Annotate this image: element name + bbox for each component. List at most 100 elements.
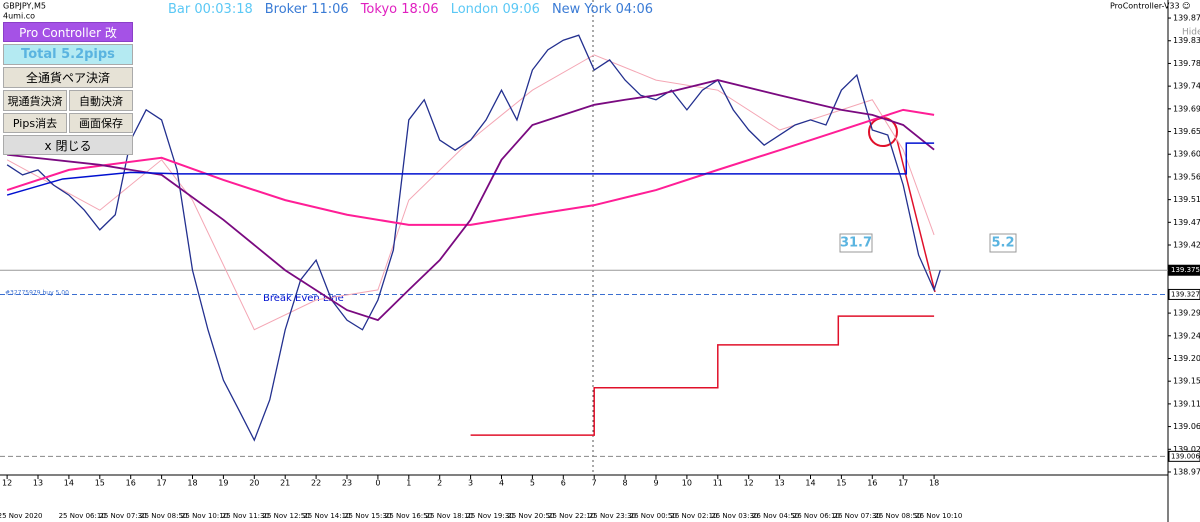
x-tick-label: 18 [187, 479, 197, 488]
y-tick-label: 139.740 [1173, 82, 1200, 91]
y-tick-label: 139.875 [1173, 14, 1200, 23]
y-tick-label: 139.785 [1173, 59, 1200, 68]
x-tick-label: 16 [867, 479, 877, 488]
clock: Broker 11:06 [264, 2, 349, 17]
series-line [470, 315, 935, 436]
level-label: 139.375 [1171, 266, 1200, 274]
close-button[interactable]: x 閉じる [3, 135, 133, 155]
y-tick-label: 139.200 [1173, 354, 1200, 363]
level-tag [1168, 288, 1200, 300]
breakeven-label: Break Even Line [263, 293, 344, 304]
all-close-button[interactable]: 全通貨ペア決済 [3, 67, 133, 88]
x-tick-label: 7 [592, 479, 597, 488]
x-tick-label: 13 [33, 479, 43, 488]
x-tick-label: 5 [530, 479, 535, 488]
x-tick-label: 4 [499, 479, 504, 488]
clock: Bar 00:03:18 [168, 2, 253, 17]
y-tick-label: 139.650 [1173, 127, 1200, 136]
y-tick-label: 139.110 [1173, 399, 1200, 408]
y-tick-label: 139.470 [1173, 218, 1200, 227]
x-tick-label: 23 [342, 479, 352, 488]
date-tick-label: 26 Nov 06:10 [793, 512, 840, 520]
y-tick-label: 139.245 [1173, 331, 1200, 340]
x-tick-label: 12 [744, 479, 754, 488]
pips-label: 31.7 [840, 236, 872, 251]
y-tick-label: 139.020 [1173, 445, 1200, 454]
x-tick-label: 18 [929, 479, 939, 488]
date-tick-label: 25 Nov 22:10 [548, 512, 595, 520]
x-tick-label: 14 [64, 479, 74, 488]
level-label: 139.327 [1171, 290, 1200, 298]
y-tick-label: 139.515 [1173, 195, 1200, 204]
pips-label: 5.2 [991, 236, 1014, 251]
x-tick-label: 3 [468, 479, 473, 488]
date-tick-label: 26 Nov 10:10 [915, 512, 962, 520]
pips-box [989, 233, 1017, 253]
date-tick-label: 26 Nov 08:50 [874, 512, 921, 520]
y-tick-label: 139.290 [1173, 309, 1200, 318]
date-tick-label: 25 Nov 06:10 [59, 512, 106, 520]
level-label: 139.006 [1171, 452, 1200, 460]
series-line [6, 108, 935, 226]
x-tick-label: 17 [898, 479, 908, 488]
auto-close-button[interactable]: 自動決済 [69, 90, 133, 111]
y-tick-label: 139.605 [1173, 150, 1200, 159]
y-tick-label: 139.155 [1173, 377, 1200, 386]
date-tick-label: 25 Nov 08:50 [140, 512, 187, 520]
clear-pips-button[interactable]: Pips消去 [3, 113, 67, 133]
x-tick-label: 10 [682, 479, 692, 488]
pips-box [839, 233, 873, 253]
hide-button[interactable]: Hide [1182, 28, 1200, 38]
indicator-name: ProController-V33 ☺ [1110, 2, 1190, 11]
source: 4umi.co [3, 12, 35, 21]
trade-line [896, 139, 936, 293]
clock: New York 04:06 [551, 2, 654, 17]
date-tick-label: 25 Nov 19:30 [466, 512, 513, 520]
series-line [6, 34, 941, 442]
clock: London 09:06 [450, 2, 540, 17]
pro-controller-button[interactable]: Pro Controller 改 [3, 22, 133, 42]
date-tick-label: 26 Nov 03:30 [711, 512, 758, 520]
order-label: #32775979 buy 5.00 [5, 290, 69, 297]
x-tick-label: 14 [805, 479, 815, 488]
level-tag [1168, 450, 1200, 462]
x-tick-label: 15 [95, 479, 105, 488]
level-tag [1168, 264, 1200, 276]
x-tick-label: 16 [126, 479, 136, 488]
x-tick-label: 1 [406, 479, 411, 488]
x-tick-label: 22 [311, 479, 321, 488]
pair-close-button[interactable]: 現通貨決済 [3, 90, 67, 111]
date-tick-label: 26 Nov 07:30 [834, 512, 881, 520]
y-tick-label: 139.695 [1173, 104, 1200, 113]
y-tick-label: 139.065 [1173, 422, 1200, 431]
x-tick-label: 17 [157, 479, 167, 488]
date-tick-label: 26 Nov 00:50 [630, 512, 677, 520]
date-tick-label: 25 Nov 16:50 [385, 512, 432, 520]
x-tick-label: 15 [836, 479, 846, 488]
date-tick-label: 25 Nov 15:30 [344, 512, 391, 520]
total-pips: Total 5.2pips [3, 44, 133, 65]
clock: Tokyo 18:06 [360, 2, 439, 17]
x-tick-label: 0 [375, 479, 380, 488]
date-tick-label: 26 Nov 04:50 [752, 512, 799, 520]
date-tick-label: 25 Nov 12:50 [263, 512, 310, 520]
x-tick-label: 8 [623, 479, 628, 488]
series-line [7, 79, 935, 322]
save-screen-button[interactable]: 画面保存 [69, 113, 133, 133]
x-tick-label: 9 [653, 479, 658, 488]
date-tick-label: 25 Nov 14:10 [303, 512, 350, 520]
date-tick-label: 25 Nov 10:10 [181, 512, 228, 520]
clock-bar: Bar 00:03:18 Broker 11:06 Tokyo 18:06 Londo… [168, 2, 653, 17]
x-tick-label: 13 [774, 479, 784, 488]
date-tick-label: 25 Nov 07:30 [99, 512, 146, 520]
date-tick-label: 25 Nov 18:10 [426, 512, 473, 520]
x-tick-label: 2 [437, 479, 442, 488]
date-tick-label: 25 Nov 20:50 [507, 512, 554, 520]
x-tick-label: 21 [280, 479, 290, 488]
x-tick-label: 11 [713, 479, 723, 488]
date-tick-label: 25 Nov 11:30 [222, 512, 269, 520]
date-tick-label: 25 Nov 23:30 [589, 512, 636, 520]
